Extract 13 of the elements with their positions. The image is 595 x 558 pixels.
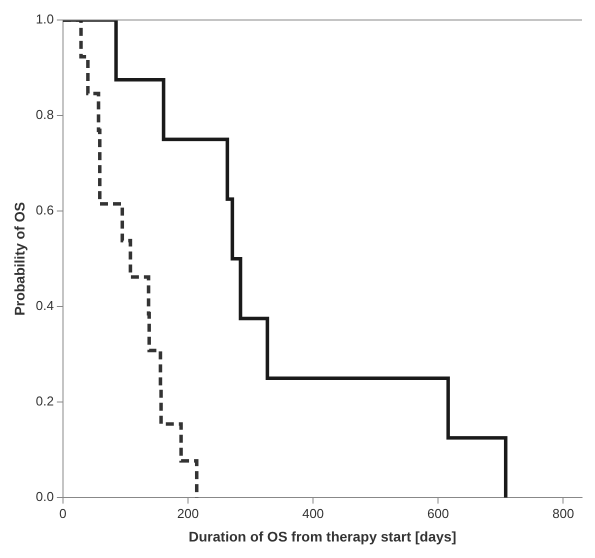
- y-tick-label: 0.8: [36, 107, 54, 122]
- x-tick-label: 600: [427, 506, 449, 521]
- x-tick-label: 200: [177, 506, 199, 521]
- y-tick-label: 0.2: [36, 394, 54, 409]
- x-tick-label: 400: [302, 506, 324, 521]
- x-tick-label: 0: [59, 506, 66, 521]
- y-tick-label: 0.4: [36, 298, 54, 314]
- y-tick-label: 0.0: [36, 489, 54, 504]
- y-axis-title: Probability of OS: [11, 202, 28, 316]
- x-tick-label: 800: [552, 506, 574, 521]
- x-axis-title: Duration of OS from therapy start [days]: [188, 528, 456, 544]
- y-tick-label: 1.0: [36, 12, 54, 27]
- y-tick-label: 0.6: [36, 202, 54, 218]
